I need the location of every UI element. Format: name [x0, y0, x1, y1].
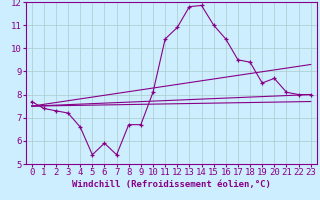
X-axis label: Windchill (Refroidissement éolien,°C): Windchill (Refroidissement éolien,°C) — [72, 180, 271, 189]
